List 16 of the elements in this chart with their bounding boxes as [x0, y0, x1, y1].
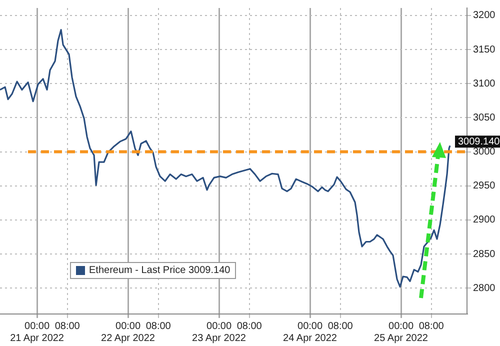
annotation: 3009.140 — [458, 136, 500, 148]
x-tick-label: 08:00 — [236, 320, 262, 332]
y-tick-label: 3050 — [473, 112, 496, 124]
y-tick-label: 3200 — [473, 10, 496, 22]
y-tick-label: 2850 — [473, 248, 496, 260]
x-tick-label: 08:00 — [146, 320, 172, 332]
legend-label: Ethereum - Last Price 3009.140 — [89, 265, 230, 276]
y-tick-label: 2800 — [473, 282, 496, 294]
x-tick-label: 08:00 — [418, 320, 444, 332]
y-tick-label: 3100 — [473, 78, 496, 90]
y-tick-label: 2950 — [473, 180, 496, 192]
y-tick-label: 3000 — [473, 146, 496, 158]
y-tick-label: 3150 — [473, 44, 496, 56]
y-tick-label: 2900 — [473, 214, 496, 226]
x-tick-label: 08:00 — [328, 320, 354, 332]
x-tick-label: 08:00 — [54, 320, 80, 332]
